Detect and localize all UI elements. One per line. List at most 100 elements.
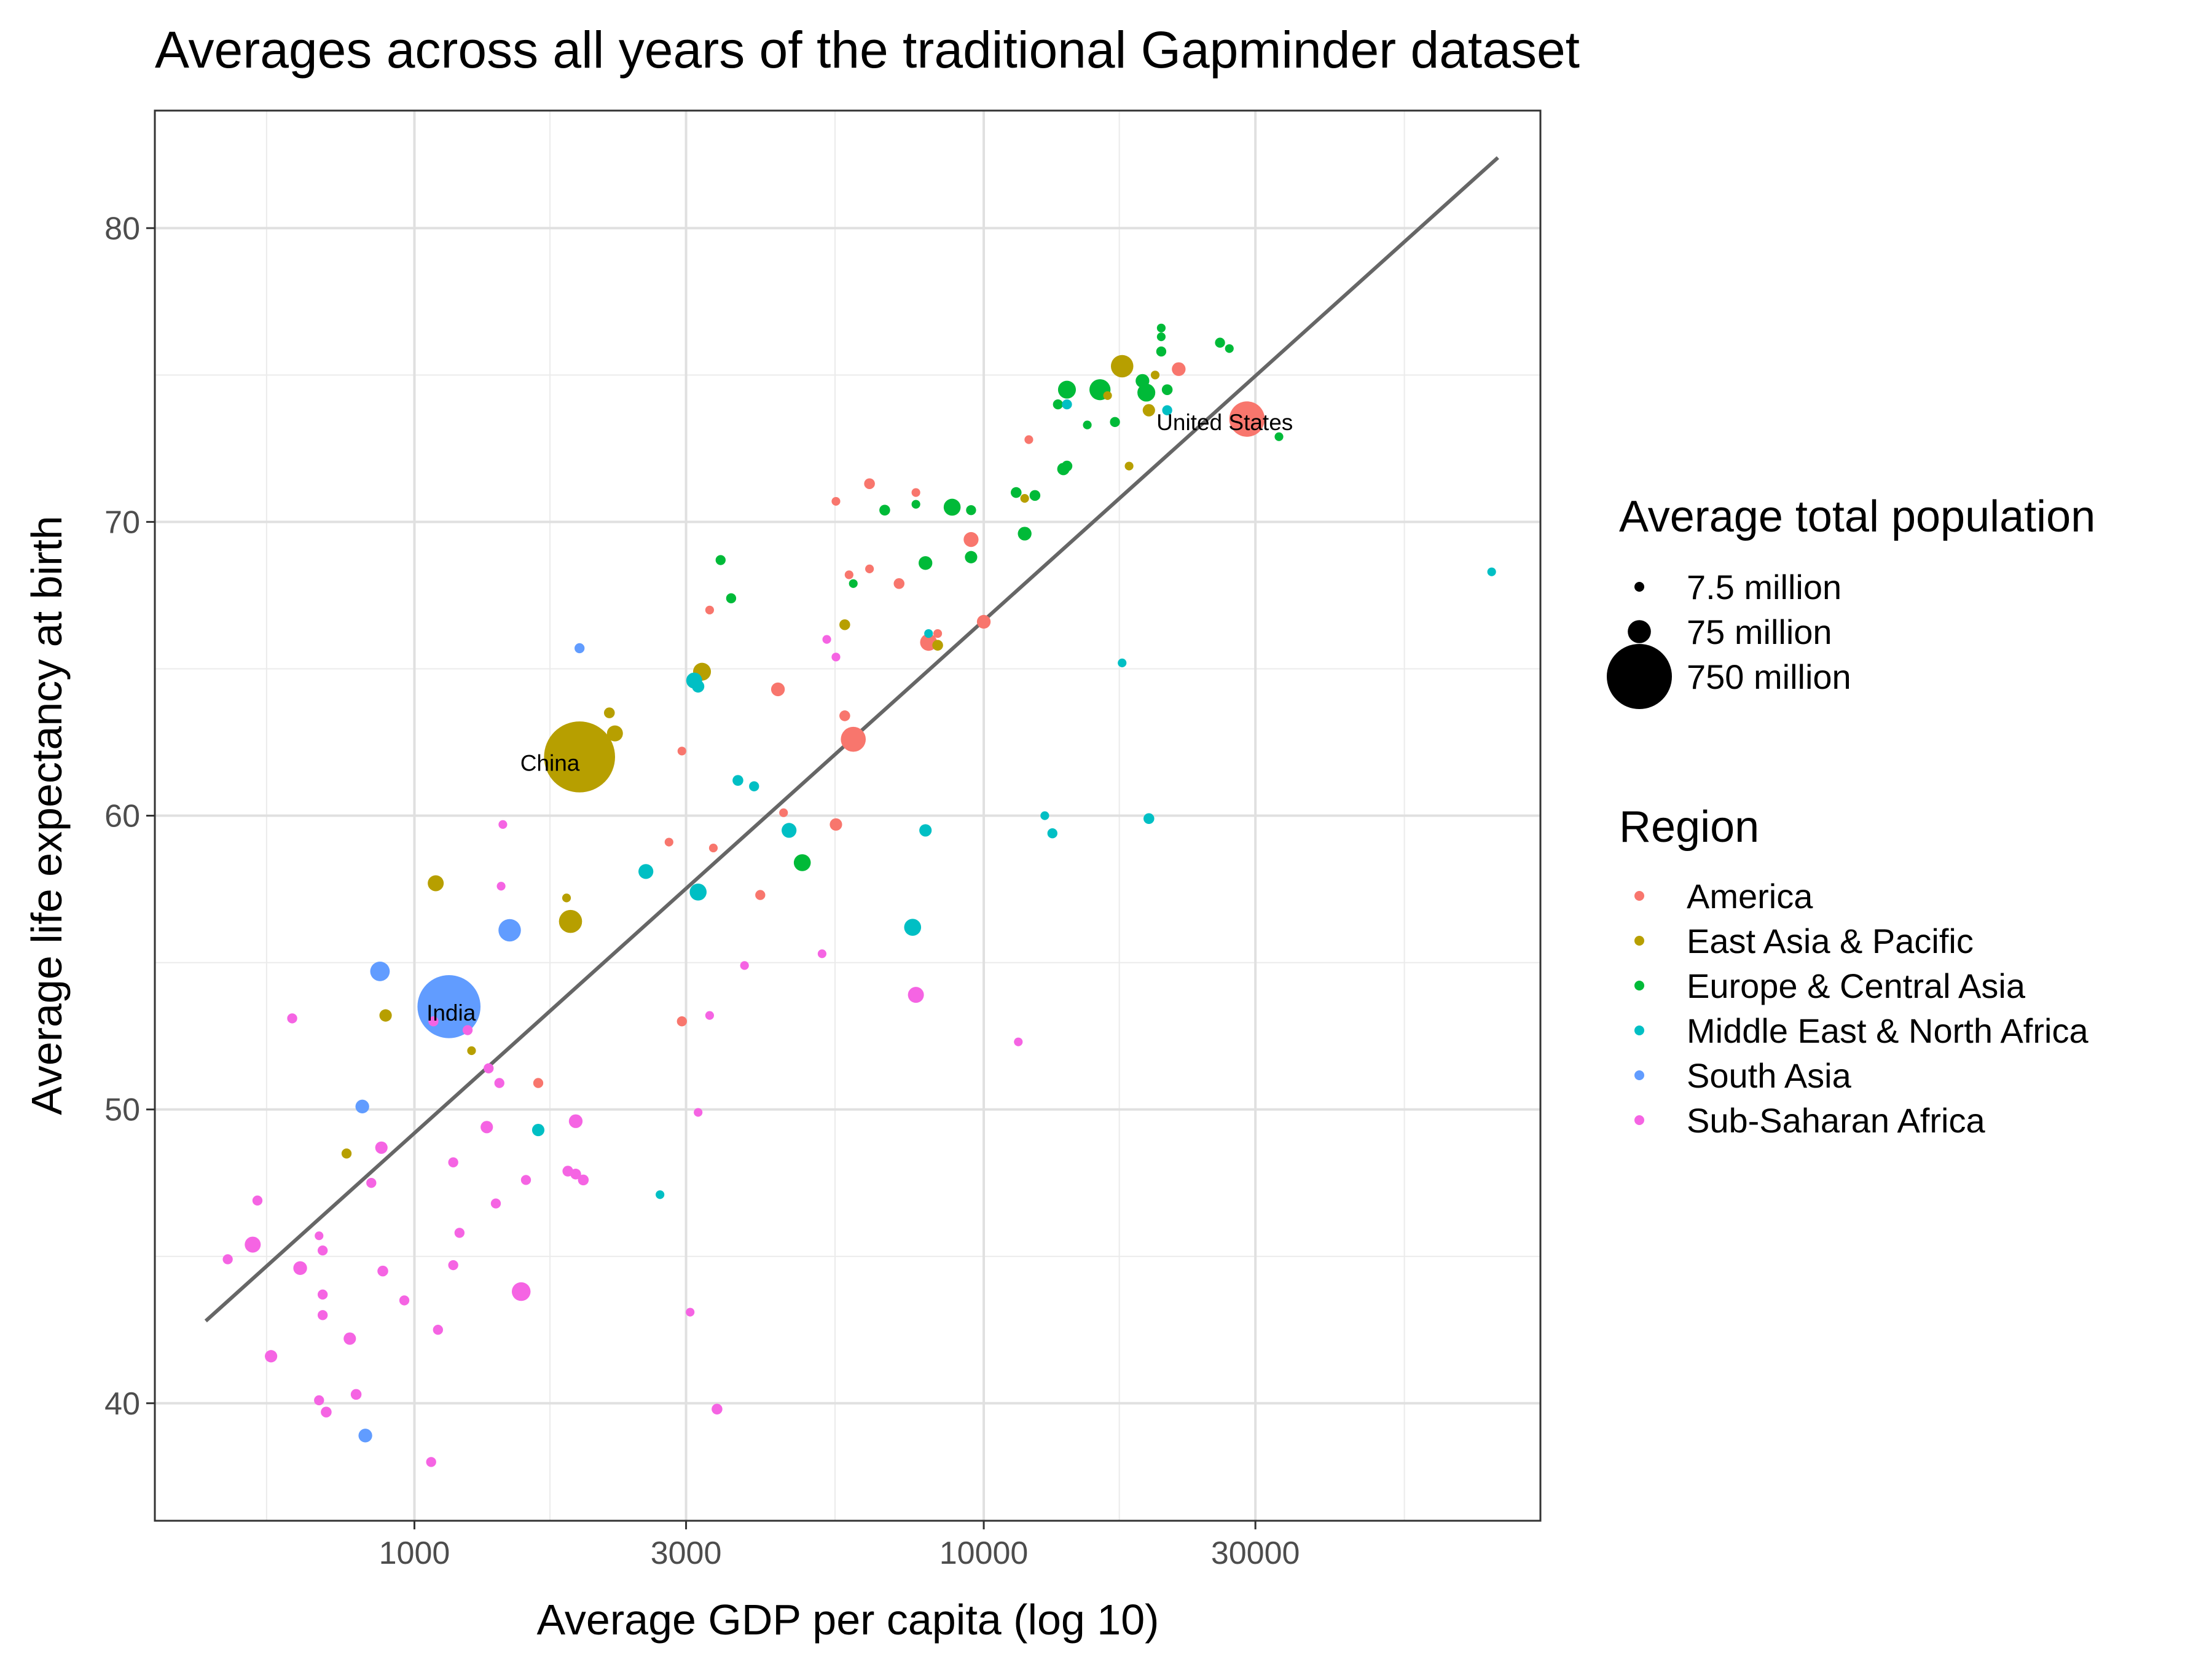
plot-panel: China India United States: [154, 109, 1542, 1522]
data-point: [1018, 527, 1032, 541]
data-point: [1029, 490, 1041, 501]
color-legend-key: [1634, 891, 1644, 901]
size-legend-label: 75 million: [1687, 613, 1832, 651]
data-point: [919, 556, 933, 570]
data-point: [433, 1325, 443, 1335]
data-point: [966, 505, 976, 516]
data-point: [1162, 405, 1172, 415]
y-axis: 40 50 60 70 80: [104, 211, 155, 1422]
data-point: [1110, 355, 1134, 378]
data-point: [705, 605, 714, 614]
data-point: [1061, 460, 1073, 472]
data-point: [462, 1025, 473, 1035]
data-point: [708, 844, 718, 853]
size-legend: Average total population 7.5 million 75 m…: [1607, 492, 2095, 709]
y-axis-title: Average life expectancy at birth: [23, 516, 71, 1115]
data-point: [1057, 380, 1076, 399]
data-point: [314, 1395, 324, 1406]
point-label: India: [426, 1000, 476, 1026]
data-point: [245, 1236, 261, 1253]
data-point: [511, 1282, 531, 1301]
data-point: [1083, 420, 1092, 429]
data-point: [321, 1406, 332, 1418]
point-labels-layer: China India United States: [426, 410, 1293, 1026]
data-point: [694, 1108, 703, 1117]
data-point: [1062, 399, 1072, 410]
x-axis-title: Average GDP per capita (log 10): [537, 1596, 1159, 1644]
data-point: [677, 1016, 687, 1027]
color-legend-label: Sub-Saharan Africa: [1687, 1101, 1985, 1140]
data-point: [911, 500, 920, 509]
data-point: [715, 555, 726, 565]
data-point: [1143, 813, 1155, 825]
size-legend-key: [1634, 582, 1644, 592]
data-point: [448, 1157, 458, 1167]
color-legend-label: America: [1687, 877, 1813, 916]
data-point: [849, 579, 858, 588]
data-point: [520, 1175, 531, 1185]
data-point: [1040, 811, 1049, 820]
major-gridlines: [155, 111, 1540, 1521]
data-point: [533, 1078, 544, 1088]
data-point: [370, 961, 390, 981]
data-point: [544, 721, 615, 793]
data-point: [1225, 344, 1234, 353]
color-legend-label: South Asia: [1687, 1056, 1852, 1095]
data-point: [839, 619, 850, 630]
chart-title: Averages across all years of the traditi…: [155, 21, 1580, 79]
color-legend-title: Region: [1619, 802, 1759, 852]
data-point: [677, 747, 686, 756]
data-point: [1150, 371, 1160, 380]
data-point: [911, 488, 920, 497]
color-legend-key: [1634, 1026, 1644, 1035]
data-point: [740, 961, 749, 970]
data-point: [782, 823, 797, 838]
data-point: [963, 531, 979, 547]
data-point: [498, 919, 521, 942]
color-legend-key: [1634, 1115, 1644, 1125]
data-point: [1142, 404, 1155, 417]
data-point: [377, 1265, 388, 1277]
data-point: [864, 478, 875, 489]
data-point: [358, 1429, 372, 1443]
data-point: [793, 854, 811, 871]
data-point: [865, 564, 874, 573]
data-point: [932, 640, 943, 651]
data-point: [664, 837, 673, 847]
data-point: [454, 1228, 465, 1238]
data-point: [343, 1332, 356, 1345]
data-point: [893, 578, 905, 589]
data-point: [1020, 494, 1029, 503]
data-point: [755, 890, 766, 900]
data-point: [976, 614, 991, 629]
data-point: [317, 1310, 328, 1320]
data-point: [559, 909, 582, 933]
color-legend-key: [1634, 981, 1644, 990]
data-point: [467, 1046, 476, 1056]
data-point: [726, 593, 737, 603]
data-point: [965, 551, 978, 563]
data-point: [293, 1261, 307, 1275]
data-point: [1053, 399, 1063, 410]
size-legend-label: 750 million: [1687, 657, 1851, 696]
data-point: [904, 919, 922, 936]
color-legend-items: America East Asia & Pacific Europe & Centr…: [1634, 877, 2088, 1140]
size-legend-key: [1628, 620, 1651, 643]
data-point: [1024, 435, 1033, 444]
data-point: [1156, 323, 1166, 332]
data-point: [341, 1148, 352, 1159]
data-point: [771, 682, 785, 697]
data-point: [1103, 391, 1112, 400]
data-point: [831, 653, 841, 662]
data-point: [1014, 1037, 1023, 1046]
color-legend-label: East Asia & Pacific: [1687, 922, 1974, 960]
data-point: [1011, 487, 1022, 498]
data-point: [1135, 374, 1150, 388]
data-point: [749, 781, 759, 791]
y-tick-label: 70: [104, 504, 140, 540]
data-point: [287, 1013, 297, 1024]
data-point: [705, 1011, 714, 1020]
data-point: [575, 643, 585, 654]
data-point: [1110, 417, 1120, 427]
data-point: [315, 1231, 324, 1241]
